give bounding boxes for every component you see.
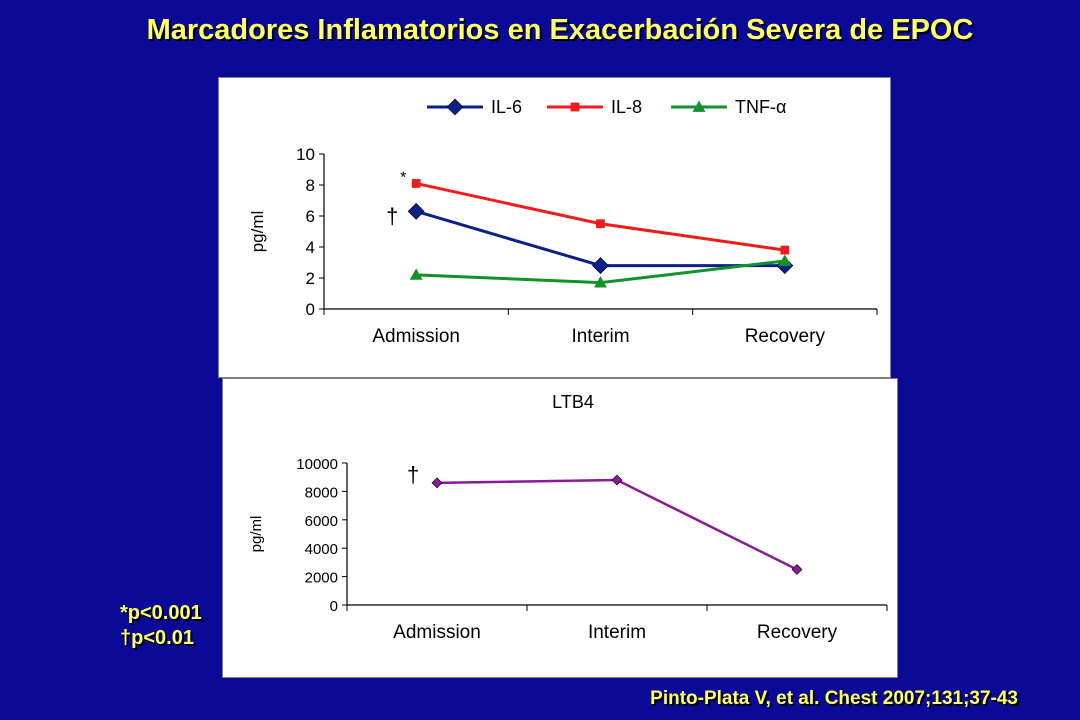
cytokine-y-tick-label: 6 <box>306 207 315 226</box>
cytokine-data-point <box>780 245 790 255</box>
cytokine-data-point <box>592 257 609 275</box>
cytokine-data-point <box>778 254 792 266</box>
annotation-dagger: † <box>407 462 419 487</box>
footnotes: *p<0.001 †p<0.01 <box>120 601 202 651</box>
ltb4-x-tick-label: Interim <box>588 622 646 643</box>
ltb4-x-tick-label: Admission <box>393 622 481 643</box>
citation: Pinto-Plata V, et al. Chest 2007;131;37-… <box>650 688 1018 709</box>
cytokine-data-point <box>594 276 607 288</box>
ltb4-chart-panel: 0 2000 4000 6000 8000 10000 Admission Interim Re… <box>222 378 898 678</box>
ltb4-y-tick-label: 2000 <box>305 570 338 587</box>
ltb4-data-point <box>431 477 443 489</box>
slide-title: Marcadores Inflamatorios en Exacerbación… <box>146 14 974 46</box>
cytokine-x-tick-label: Interim <box>571 326 629 347</box>
legend-swatch-marker <box>692 100 706 112</box>
annotation-dagger: † <box>386 203 398 228</box>
cytokine-chart: 0 2 4 6 8 10 Admission Interim Recovery pg/ml IL-6… <box>248 97 878 347</box>
cytokine-y-tick-label: 4 <box>306 238 315 257</box>
legend-label: IL-6 <box>491 97 522 117</box>
cytokine-series-line-1 <box>415 181 786 252</box>
ltb4-y-axis-label: pg/ml <box>248 516 265 553</box>
cytokine-x-tick-label: Recovery <box>745 326 826 347</box>
ltb4-title: LTB4 <box>552 392 594 412</box>
ltb4-chart: 0 2000 4000 6000 8000 10000 Admission Interim Re… <box>248 392 888 643</box>
cytokine-chart-panel: 0 2 4 6 8 10 Admission Interim Recovery pg/ml IL-6… <box>218 77 891 378</box>
cytokine-data-point <box>411 179 421 188</box>
ltb4-data-point <box>791 564 803 575</box>
annotation-asterisk: * <box>400 169 406 186</box>
ltb4-y-tick-label: 8000 <box>305 484 338 501</box>
ltb4-y-tick-label: 6000 <box>305 513 338 530</box>
legend-swatch-marker <box>446 98 464 116</box>
ltb4-y-tick-label: 0 <box>330 598 338 615</box>
ltb4-x-tick-label: Recovery <box>757 622 838 643</box>
legend-entry-2: TNF-α <box>671 97 786 117</box>
cytokine-x-tick-label: Admission <box>372 326 460 347</box>
ltb4-y-tick-label: 10000 <box>296 456 338 473</box>
cytokine-y-tick-label: 10 <box>296 145 315 164</box>
legend-entry-0: IL-6 <box>427 97 522 117</box>
cytokine-data-point <box>596 219 605 229</box>
legend-swatch-marker <box>570 102 580 112</box>
ltb4-data-point <box>611 474 623 486</box>
legend-entry-1: IL-8 <box>547 97 642 117</box>
footnote-p001: *p<0.001 <box>120 602 202 624</box>
cytokine-data-point <box>409 268 423 280</box>
legend-label: TNF-α <box>735 97 786 117</box>
legend-label: IL-8 <box>611 97 642 117</box>
cytokine-y-tick-label: 2 <box>306 269 315 288</box>
cytokine-y-tick-label: 0 <box>306 300 315 319</box>
ltb4-series-line-0 <box>436 478 798 571</box>
footnote-p01: †p<0.01 <box>120 627 194 649</box>
ltb4-y-tick-label: 4000 <box>305 541 338 558</box>
cytokine-y-tick-label: 8 <box>306 176 315 195</box>
cytokine-y-axis-label: pg/ml <box>248 211 267 253</box>
cytokine-data-point <box>407 202 425 220</box>
